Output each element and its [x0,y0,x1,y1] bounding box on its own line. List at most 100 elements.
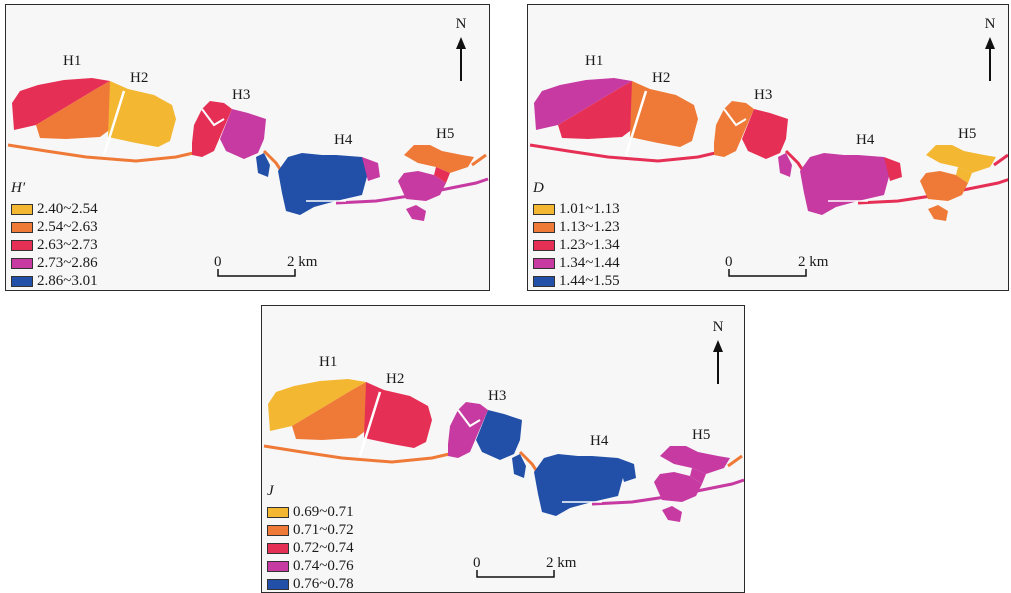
legend-range: 0.69~0.71 [293,503,354,520]
legend-item: 0.72~0.74 [267,539,354,557]
zone-label-h3: H3 [488,388,507,404]
north-arrow: N [454,17,468,81]
map-region-h4-east [362,157,380,181]
legend-item: 2.54~2.63 [11,218,98,236]
map-region-h1-east [292,382,380,440]
legend-range: 1.44~1.55 [559,272,620,289]
legend-item: 0.76~0.78 [267,575,354,592]
map-region-h4-east [884,157,902,181]
dike-line [624,90,648,156]
north-label: N [712,319,724,335]
legend-range: 0.71~0.72 [293,521,354,538]
map-region-h5-center [956,167,972,183]
legend-range: 0.76~0.78 [293,575,354,592]
zone-label-h3: H3 [754,87,773,103]
zone-label-h1: H1 [63,53,82,69]
dike-line [102,90,126,156]
map-region-h2 [108,81,176,147]
north-arrow: N [711,320,725,384]
zone-label-h4: H4 [856,132,875,148]
north-arrow-icon [456,37,466,81]
legend-item: 2.63~2.73 [11,236,98,254]
scale-bar: 0 2 km [214,254,318,285]
map-panel-simpson: H1 H2 H3 H4 H5 N D 1.01~1.13 1.13~1.23 1… [527,4,1009,291]
legend-item: 1.44~1.55 [533,272,620,290]
map-region-h1-west [268,379,366,431]
legend-swatch [533,239,555,251]
map-region-h2 [630,81,698,147]
water-channel [263,444,459,464]
legend-swatch [11,221,33,233]
legend-range: 2.54~2.63 [37,218,98,235]
zone-label-h1: H1 [585,53,604,69]
map-region-h5 [406,205,426,221]
map-region-h4-east [618,458,636,482]
zone-label-h5: H5 [958,126,977,142]
legend-range: 1.34~1.44 [559,254,620,271]
scale-bar-line [728,269,807,277]
map-region-h5 [662,506,682,522]
legend-title: D [533,180,544,196]
map-panel-shannon: H1 H2 H3 H4 H5 N H′ 2.40~2.54 2.54~2.63 … [5,4,490,291]
legend-swatch [11,203,33,215]
scale-end-label: 2 km [287,254,318,270]
scale-end-label: 2 km [798,254,829,270]
map-region-h4 [256,153,270,177]
zone-label-h3: H3 [232,87,251,103]
north-arrow-icon [985,37,995,81]
map-region-h4 [278,153,368,215]
map-region-h1-west [12,78,110,130]
legend-swatch [533,221,555,233]
legend-range: 0.72~0.74 [293,539,354,556]
map-region-h5-north [926,145,996,173]
zone-label-h1: H1 [319,354,338,370]
wetland-map [263,379,744,522]
legend-item: 1.13~1.23 [533,218,620,236]
legend-range: 2.63~2.73 [37,236,98,253]
legend-swatch [267,560,289,572]
dike-line [457,409,481,428]
zone-label-h2: H2 [652,70,671,86]
zone-label-h2: H2 [386,371,405,387]
water-channel [727,454,743,468]
map-region-h5 [928,205,948,221]
legend-range: 2.86~3.01 [37,272,98,289]
map-region-h2 [364,382,432,448]
map-region-h5 [654,472,702,502]
legend-swatch [267,524,289,536]
legend: D 1.01~1.13 1.13~1.23 1.23~1.34 1.34~1.4… [533,180,620,290]
map-region-h5 [398,171,446,201]
legend: J 0.69~0.71 0.71~0.72 0.72~0.74 0.74~0.7… [267,483,354,592]
dike-line [201,108,225,127]
wetland-map [529,78,1008,221]
scale-bar-line [217,269,296,277]
zone-label-h5: H5 [436,126,455,142]
legend-range: 0.74~0.76 [293,557,354,574]
north-arrow-icon [713,340,723,384]
legend-item: 0.69~0.71 [267,503,354,521]
legend-range: 2.40~2.54 [37,200,98,217]
dike-line [723,108,747,127]
north-arrow: N [983,17,997,81]
scale-start-label: 0 [214,254,222,270]
water-channel [471,153,487,167]
north-label: N [984,16,996,32]
wetland-map [7,78,489,221]
map-region-h5-center [690,468,706,484]
map-panel-evenness: H1 H2 H3 H4 H5 N J 0.69~0.71 0.71~0.72 0… [261,305,745,593]
water-channel [7,143,203,163]
zone-label-h5: H5 [692,427,711,443]
map-region-h5-north [660,446,730,474]
scale-start-label: 0 [725,254,733,270]
scale-bar: 0 2 km [473,556,576,586]
legend-swatch [11,275,33,287]
zone-label-h4: H4 [590,433,609,449]
legend-range: 1.01~1.13 [559,200,620,217]
scale-bar: 0 2 km [725,254,829,285]
map-region-h5-center [434,167,450,183]
map-region-h1-west [534,78,632,130]
legend-swatch [533,203,555,215]
zone-label-h2: H2 [130,70,149,86]
legend-item: 0.74~0.76 [267,557,354,575]
dike-line [358,391,382,457]
